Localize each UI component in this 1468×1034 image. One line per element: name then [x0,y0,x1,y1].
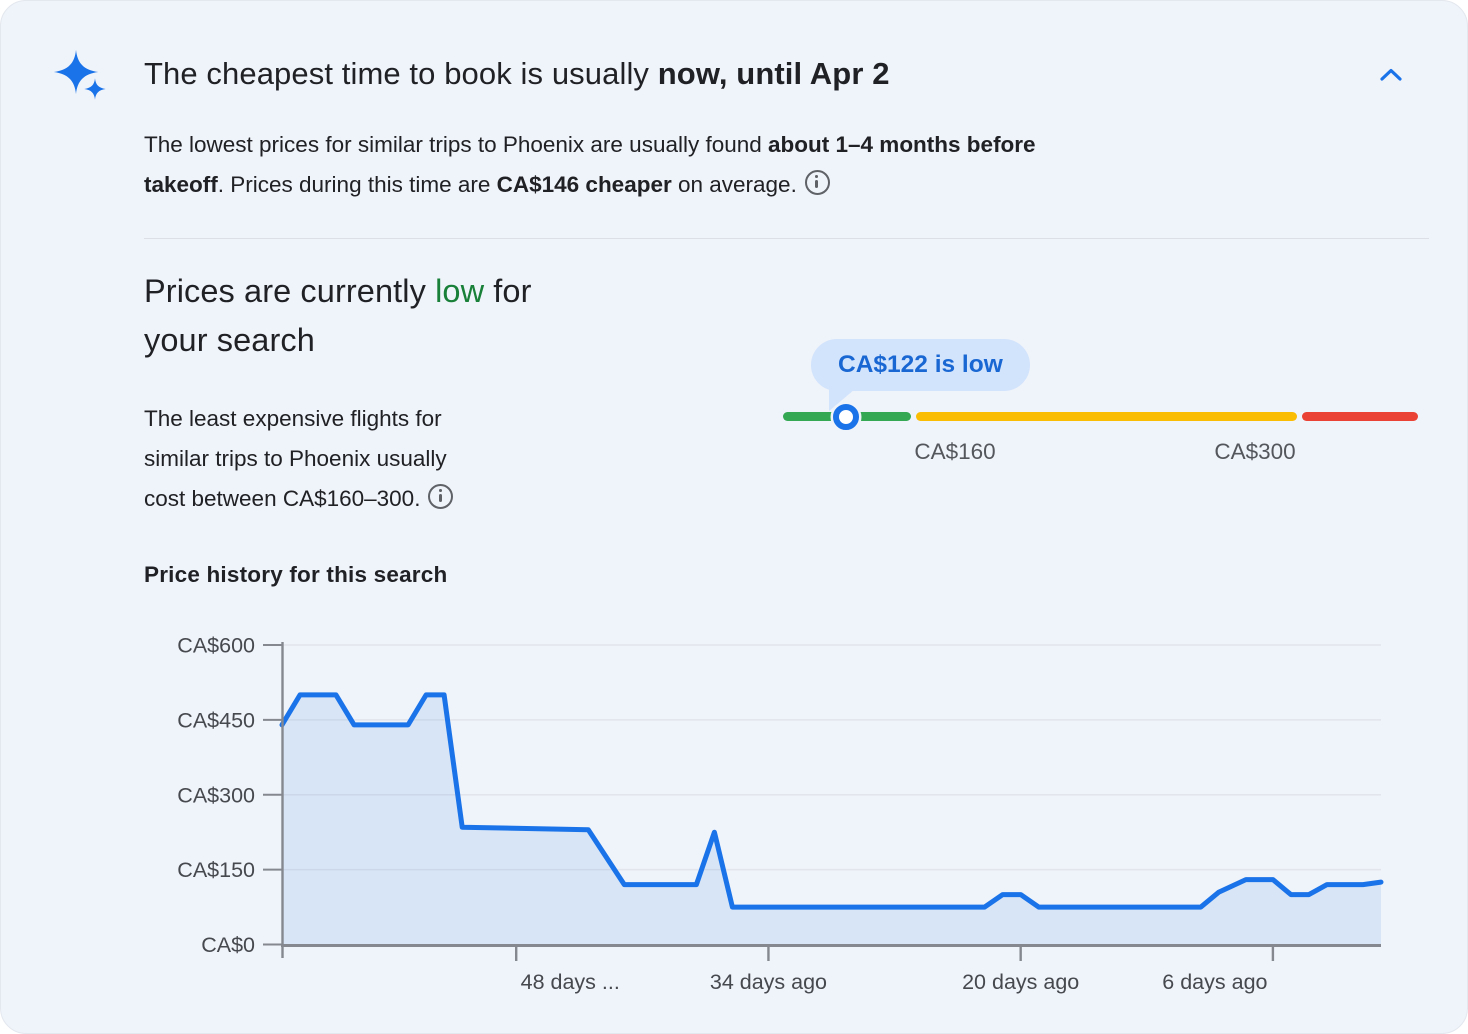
heading-text: for [484,273,532,309]
section-divider [144,238,1429,239]
heading-text: your search [144,322,315,358]
collapse-button[interactable] [1367,53,1415,97]
current-price-heading: Prices are currently low for your search [144,267,532,365]
insight-title: The cheapest time to book is usually now… [144,53,890,95]
insight-body-text: The lowest prices for similar trips to P… [144,132,769,157]
insight-body-text: on average. [671,172,797,197]
description-line: similar trips to Phoenix usually [144,446,447,471]
svg-text:CA$600: CA$600 [177,634,255,658]
svg-text:CA$0: CA$0 [201,933,255,957]
svg-text:6 days ago: 6 days ago [1162,970,1267,994]
gauge-segment-high [1302,412,1418,421]
insight-title-prefix: The cheapest time to book is usually [144,56,658,91]
svg-text:34 days ago: 34 days ago [710,970,827,994]
price-history-heading: Price history for this search [144,562,448,587]
price-history-chart[interactable]: CA$0 CA$150 CA$300 CA$450 CA$600 48 days ... 3… [1,609,1468,1013]
gauge-label-low-bound: CA$160 [914,439,996,464]
gauge-bar [783,412,1423,421]
sparkle-icon [53,49,106,100]
price-level-gauge: CA$122 is low CA$160 CA$300 [783,337,1423,477]
insight-body: The lowest prices for similar trips to P… [144,125,1384,205]
gauge-label-high-bound: CA$300 [1214,439,1296,464]
info-icon[interactable] [428,484,454,509]
current-price-marker[interactable] [833,403,859,430]
svg-text:CA$300: CA$300 [177,783,255,807]
insight-title-bold: now, until Apr 2 [657,56,890,91]
insight-body-bold: takeoff [144,172,218,197]
insight-body-bold: CA$146 cheaper [496,172,672,197]
price-history-plot[interactable]: CA$0 CA$150 CA$300 CA$450 CA$600 48 days ... 3… [1,609,1468,1013]
svg-text:CA$150: CA$150 [177,858,255,882]
current-price-description: The least expensive flights for similar … [144,399,454,519]
current-price-tooltip: CA$122 is low [811,339,1030,391]
chevron-up-icon [1380,68,1402,81]
info-icon[interactable] [804,170,830,195]
svg-text:48 days ...: 48 days ... [521,970,620,994]
heading-text: Prices are currently [144,273,436,309]
svg-text:20 days ago: 20 days ago [962,970,1079,994]
heading-highlight-low: low [435,273,485,309]
gauge-segment-typical [916,412,1297,421]
insight-body-bold: about 1–4 months before [768,132,1036,157]
description-line: cost between CA$160–300. [144,486,421,511]
description-line: The least expensive flights for [144,406,442,431]
insight-body-text: . Prices during this time are [217,172,497,197]
svg-text:CA$450: CA$450 [177,708,255,732]
